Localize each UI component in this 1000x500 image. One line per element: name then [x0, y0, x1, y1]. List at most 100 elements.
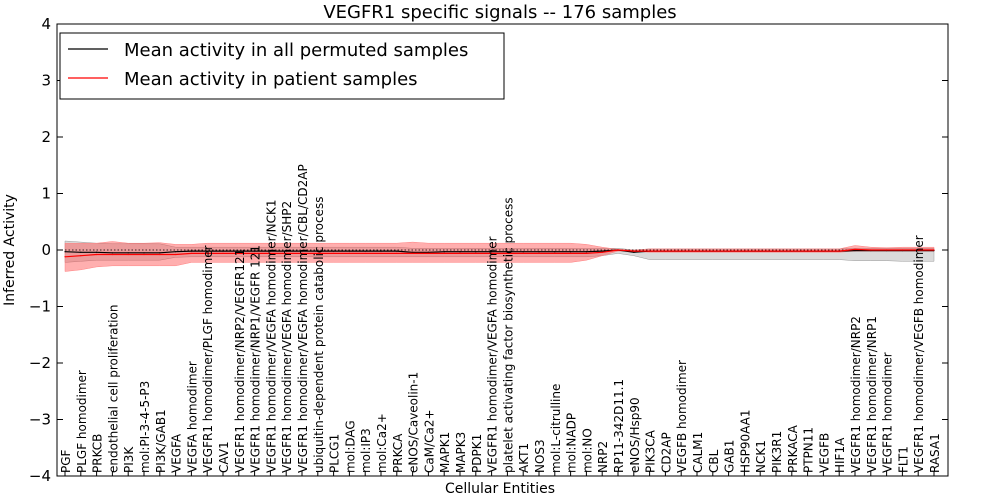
data-point [396, 250, 398, 252]
category-label: PRKCA [391, 433, 405, 473]
category-label: RP11-342D11.1 [612, 379, 626, 473]
category-label: PIK3CA [644, 429, 658, 473]
y-ticks: −4 −3 −2 −1 0 1 2 3 4 [29, 15, 948, 485]
data-point [854, 249, 856, 252]
category-label: FLT1 [896, 446, 910, 473]
category-label: VEGFR1 homodimer/NRP1 [865, 316, 879, 473]
data-point [459, 251, 461, 253]
data-point [933, 249, 935, 251]
data-point [80, 255, 82, 257]
data-point [238, 252, 240, 254]
category-label: mol:L-citrulline [549, 384, 563, 473]
category-label: endothelial cell proliferation [106, 305, 120, 473]
category-label: VEGFR1 homodimer/NRP2/VEGFR121 [233, 249, 247, 473]
category-label: VEGFR1 homodimer/VEGFA homodimer/NCK1 [264, 199, 278, 473]
data-point [585, 252, 588, 254]
plot-frame [56, 23, 949, 477]
data-point [111, 253, 113, 256]
data-point [190, 250, 192, 252]
data-point [348, 252, 350, 254]
data-point [680, 250, 682, 252]
category-label: PI3K/GAB1 [154, 409, 168, 473]
category-label: CBL [707, 449, 721, 473]
y-tick-label: −2 [29, 354, 51, 372]
category-label: CaM/Ca2+ [422, 409, 436, 473]
category-label: mol:NO [580, 428, 594, 473]
y-tick-label: 4 [41, 15, 51, 33]
data-point [664, 250, 667, 252]
data-point [775, 250, 777, 252]
data-point [585, 251, 588, 253]
data-point [427, 252, 429, 254]
category-label: CAV1 [217, 441, 231, 473]
data-point [601, 251, 603, 253]
data-point [254, 252, 256, 254]
data-point [206, 252, 208, 254]
category-label: PRKACA [786, 424, 800, 473]
y-tick-label: 2 [41, 128, 51, 146]
x-axis-label: Cellular Entities [445, 481, 555, 497]
data-point [475, 251, 477, 253]
data-point [633, 250, 635, 252]
data-point [159, 253, 161, 256]
y-tick-label: 1 [41, 185, 51, 203]
data-point [364, 252, 366, 254]
data-point [317, 250, 319, 252]
category-label: NCK1 [754, 440, 768, 473]
category-label: platelet activating factor biosynthetic … [501, 197, 515, 473]
category-label: VEGFB [817, 433, 831, 473]
category-label: VEGFR1 homodimer/NRP1/VEGFR 121 [249, 245, 263, 473]
data-point [412, 251, 414, 253]
data-point [238, 250, 240, 252]
data-point [728, 250, 730, 252]
category-labels: PGF PLGF homodimer PRKCB endothelial cell p… [59, 164, 942, 476]
data-point [886, 249, 888, 251]
data-point [222, 250, 224, 252]
category-label: eNOS/Hsp90 [628, 397, 642, 473]
data-point [285, 252, 287, 254]
category-label: ubiquitin-dependent protein catabolic pr… [312, 197, 326, 473]
data-point [807, 250, 809, 252]
data-point [111, 252, 113, 254]
data-point [396, 252, 398, 254]
category-label: VEGFR1 homodimer/VEGFA homodimer/SHP2 [280, 201, 294, 473]
data-point [96, 253, 98, 256]
category-label: VEGFR1 homodimer/VEGFA homodimer/CBL/CD2… [296, 164, 310, 473]
chart-title: VEGFR1 specific signals -- 176 samples [323, 2, 676, 23]
category-label: PLCG1 [328, 434, 342, 473]
data-point [649, 250, 651, 252]
category-label: mol:PI-3-4-5-P3 [138, 381, 152, 473]
y-tick-label: −4 [29, 467, 51, 485]
data-point [791, 250, 793, 252]
category-label: mol:DAG [343, 420, 357, 473]
data-point [901, 249, 904, 251]
data-point [443, 252, 445, 254]
y-tick-label: 3 [41, 72, 51, 90]
category-label: GAB1 [723, 440, 737, 473]
data-point [412, 252, 414, 254]
data-point [175, 251, 177, 253]
data-point [64, 251, 66, 253]
data-point [364, 250, 366, 252]
category-label: VEGFR1 homodimer [881, 352, 895, 473]
category-label: VEGFR1 homodimer/VEGFB homodimer [912, 235, 926, 473]
legend-label-permuted: Mean activity in all permuted samples [124, 40, 468, 61]
data-point [269, 252, 271, 254]
category-label: mol:NADP [565, 413, 579, 473]
category-label: eNOS/Caveolin-1 [407, 372, 421, 473]
category-label: NRP2 [596, 441, 610, 473]
series-lines [64, 248, 935, 258]
category-label: VEGFB homodimer [675, 360, 689, 473]
data-point [475, 252, 477, 254]
data-point [522, 251, 524, 253]
data-point [870, 249, 872, 251]
category-label: HIF1A [833, 437, 847, 473]
data-point [506, 251, 508, 253]
data-point [301, 252, 303, 254]
data-point [348, 250, 350, 252]
data-point [570, 251, 572, 253]
data-point [127, 252, 129, 254]
data-point [301, 250, 303, 252]
data-point [443, 251, 445, 253]
